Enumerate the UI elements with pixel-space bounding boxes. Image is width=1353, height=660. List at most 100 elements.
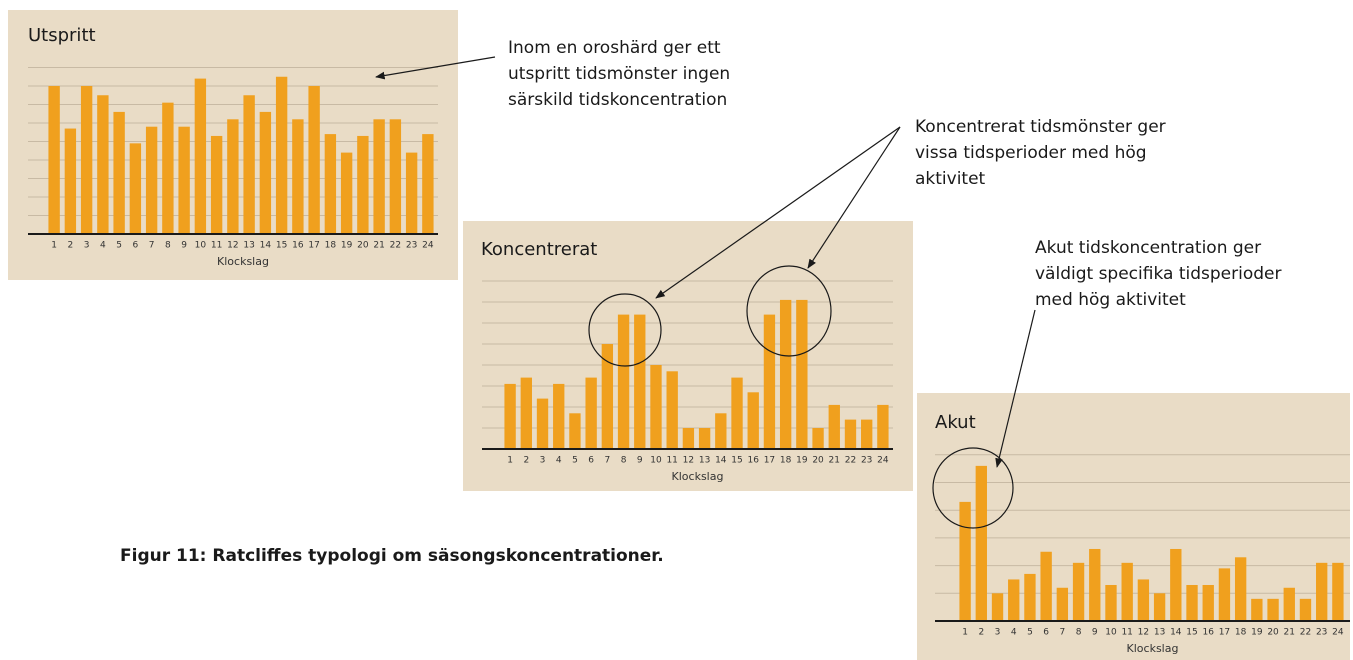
bar: [113, 111, 125, 234]
x-tick-label: 15: [276, 241, 287, 251]
x-tick-label: 8: [165, 241, 171, 251]
bar: [569, 413, 581, 449]
x-tick-label: 10: [195, 241, 207, 251]
x-tick-label: 6: [1043, 628, 1049, 638]
bar: [80, 86, 93, 234]
bar: [1040, 551, 1052, 621]
x-tick-label: 14: [715, 456, 727, 466]
bar: [1186, 584, 1198, 621]
x-tick-label: 14: [260, 241, 272, 251]
x-tick-label: 7: [149, 241, 155, 251]
x-tick-label: 3: [84, 241, 90, 251]
x-tick-label: 19: [341, 241, 353, 251]
x-tick-label: 4: [100, 241, 106, 251]
bar: [796, 299, 808, 449]
x-tick-label: 13: [1154, 628, 1165, 638]
x-tick-label: 21: [829, 456, 840, 466]
bar: [861, 419, 873, 449]
chart-title: Utspritt: [28, 25, 96, 46]
x-tick-label: 5: [1027, 628, 1033, 638]
bar: [1170, 548, 1182, 621]
bar: [536, 398, 549, 449]
x-tick-label: 11: [1121, 628, 1132, 638]
annotation-line: vissa tidsperioder med hög: [915, 143, 1147, 163]
bar: [210, 135, 223, 234]
bar: [779, 299, 792, 449]
bar: [178, 126, 190, 234]
bar: [1121, 562, 1133, 621]
x-tick-label: 10: [1105, 628, 1117, 638]
bar: [715, 413, 727, 449]
x-tick-label: 20: [357, 241, 369, 251]
bar: [1332, 562, 1344, 621]
bar: [698, 428, 711, 449]
x-tick-label: 16: [748, 456, 760, 466]
arrow: [655, 126, 901, 299]
x-tick-label: 21: [373, 241, 384, 251]
x-tick-label: 1: [962, 628, 968, 638]
x-axis-label: Klockslag: [217, 255, 269, 268]
bar: [1267, 598, 1279, 621]
bar: [227, 119, 239, 234]
x-tick-label: 7: [604, 456, 610, 466]
bar: [259, 111, 272, 234]
x-tick-label: 20: [1267, 628, 1279, 638]
highlight-circle: [932, 447, 1014, 529]
bar: [812, 428, 824, 449]
bar: [747, 392, 759, 449]
arrow: [375, 56, 496, 80]
x-tick-label: 1: [51, 241, 57, 251]
annotation-line: väldigt specifika tidsperioder: [1035, 264, 1281, 284]
bar: [991, 593, 1004, 621]
bar: [877, 404, 889, 449]
annotation-line: Koncentrerat tidsmönster ger: [915, 117, 1166, 137]
x-tick-label: 6: [588, 456, 594, 466]
arrows: [375, 56, 1036, 529]
bar: [1234, 557, 1247, 621]
bar: [1008, 579, 1020, 621]
x-tick-label: 11: [211, 241, 222, 251]
bar: [731, 377, 743, 449]
bar: [1316, 562, 1328, 621]
x-tick-label: 1: [507, 456, 513, 466]
x-tick-label: 17: [1219, 628, 1230, 638]
bar: [763, 314, 776, 449]
bar: [975, 465, 987, 621]
x-tick-label: 19: [796, 456, 808, 466]
x-axis-label: Klockslag: [672, 470, 724, 483]
x-tick-label: 8: [1076, 628, 1082, 638]
bar: [194, 78, 207, 234]
arrow: [995, 309, 1036, 468]
bar: [324, 134, 337, 234]
bar: [162, 102, 174, 235]
x-tick-label: 12: [227, 241, 238, 251]
bar: [48, 86, 60, 234]
x-tick-label: 9: [637, 456, 643, 466]
bar: [357, 135, 369, 234]
x-tick-label: 12: [683, 456, 694, 466]
x-tick-label: 22: [1300, 628, 1311, 638]
x-tick-label: 23: [406, 241, 417, 251]
bar: [1283, 587, 1295, 621]
x-tick-label: 13: [243, 241, 254, 251]
bar: [1024, 573, 1036, 621]
bar: [340, 152, 353, 234]
bar: [129, 143, 142, 234]
caption: Figur 11: Ratcliffes typologi om säsongs…: [120, 546, 664, 566]
x-tick-label: 24: [1332, 628, 1344, 638]
bar: [666, 371, 678, 449]
x-tick-label: 13: [699, 456, 710, 466]
bar: [650, 365, 662, 449]
x-tick-label: 24: [422, 241, 434, 251]
bar: [145, 126, 158, 234]
x-tick-label: 16: [1203, 628, 1215, 638]
annotation-line: Akut tidskoncentration ger: [1035, 238, 1261, 258]
bar: [634, 314, 646, 449]
bar: [308, 86, 320, 234]
bar: [682, 428, 695, 449]
